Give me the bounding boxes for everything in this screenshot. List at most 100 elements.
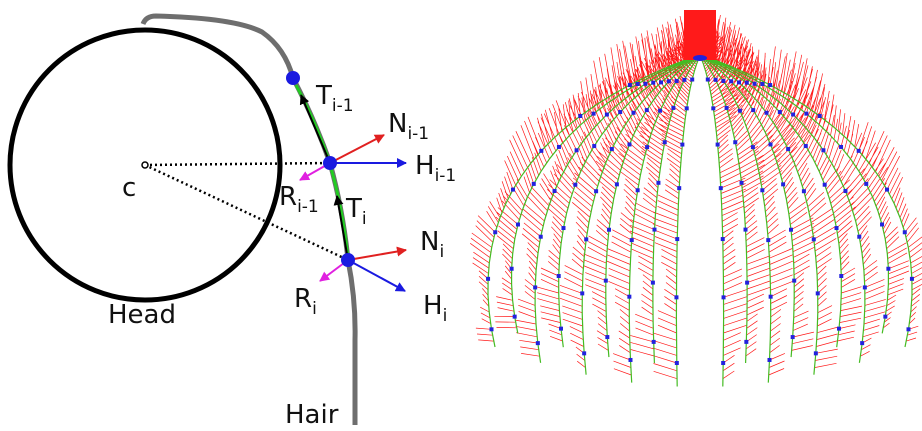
strand-node (656, 180, 661, 185)
strand-node (628, 357, 633, 362)
strand-node (659, 80, 664, 85)
strand-node (591, 111, 596, 116)
strand-node (839, 274, 844, 279)
strand-node (574, 148, 579, 153)
arrow-n (347, 246, 407, 261)
strand-node (594, 189, 599, 194)
strand-node (652, 227, 657, 232)
strand-node (781, 182, 786, 187)
strand-node (789, 227, 794, 232)
head-circle (7, 27, 283, 303)
vector-label: Ri (294, 284, 317, 319)
vector-label: Ri-1 (279, 182, 319, 217)
strand-node (760, 82, 765, 87)
strand-node (786, 147, 791, 152)
strand-node (766, 238, 771, 243)
strand-node (645, 145, 650, 150)
strand-node (906, 327, 911, 332)
strand-node (561, 226, 566, 231)
crown (684, 10, 716, 60)
strand-node (680, 142, 685, 147)
strand-node (886, 266, 891, 271)
center-label: c (122, 173, 136, 203)
strand-node (675, 237, 680, 242)
strand-node (711, 106, 716, 111)
strand-node (811, 237, 816, 242)
strand-node (690, 77, 695, 82)
label-base: H (423, 291, 443, 321)
strand-node (885, 187, 890, 192)
strand-node (631, 110, 636, 115)
strand-node (666, 79, 671, 84)
node (323, 156, 337, 170)
strand-node (662, 140, 667, 145)
strand-node (629, 238, 634, 243)
strand-node (791, 112, 796, 117)
label-base: H (415, 151, 435, 181)
strand-node (604, 112, 609, 117)
strand-node (729, 79, 734, 84)
arrow-h (347, 259, 406, 292)
strand-node (815, 291, 820, 296)
strand-node (843, 188, 848, 193)
strand-node (510, 187, 515, 192)
strand-node (509, 266, 514, 271)
strand-node (671, 105, 676, 110)
label-base: R (279, 182, 297, 212)
strand-node (862, 285, 867, 290)
arrow-t (299, 94, 331, 164)
label-subscript: i-1 (407, 124, 429, 144)
strand-node (512, 314, 517, 319)
strand-node (760, 188, 765, 193)
strand-node (804, 111, 809, 116)
strand-node (644, 108, 649, 113)
strand-node (609, 147, 614, 152)
strand-node (556, 144, 561, 149)
strand-node (736, 80, 741, 85)
strand-node (724, 105, 729, 110)
strand-node (721, 360, 726, 365)
strand-node (627, 83, 632, 88)
strand-node (718, 186, 723, 191)
hair-strand (487, 57, 913, 387)
strand-node (538, 234, 543, 239)
strand-node (552, 188, 557, 193)
strand-node (768, 142, 773, 147)
strand-node (682, 77, 687, 82)
strand-node (743, 227, 748, 232)
strand-node (837, 326, 842, 331)
strand-node (674, 295, 679, 300)
strand-node (486, 276, 491, 281)
strand-node (674, 78, 679, 83)
strand-node (744, 80, 749, 85)
strand-node (705, 77, 710, 82)
strand-node (582, 351, 587, 356)
strand-node (558, 326, 563, 331)
strand-node (902, 230, 907, 235)
hair-render (469, 10, 922, 387)
strand-node (715, 142, 720, 147)
head-label: Head (108, 300, 176, 330)
vector-label: Hi (423, 291, 447, 326)
vector-label: Ni (420, 227, 444, 262)
vector-label: Ti (345, 194, 367, 229)
node (341, 253, 355, 267)
strand-node (614, 182, 619, 187)
strand-node (584, 237, 589, 242)
strand-node (539, 148, 544, 153)
strand-node (860, 341, 865, 346)
strand-node (605, 335, 610, 340)
strand-node (533, 285, 538, 290)
strand-node (721, 78, 726, 83)
strand-node (674, 360, 679, 365)
hair-label: Hair (285, 400, 339, 430)
crown-node (693, 55, 707, 61)
strand-node (822, 182, 827, 187)
strand-node (767, 357, 772, 362)
strand-node (821, 148, 826, 153)
vector-label: Ti-1 (315, 81, 354, 116)
strand-node (839, 144, 844, 149)
strand-node (721, 295, 726, 300)
label-subscript: i-1 (435, 166, 457, 186)
